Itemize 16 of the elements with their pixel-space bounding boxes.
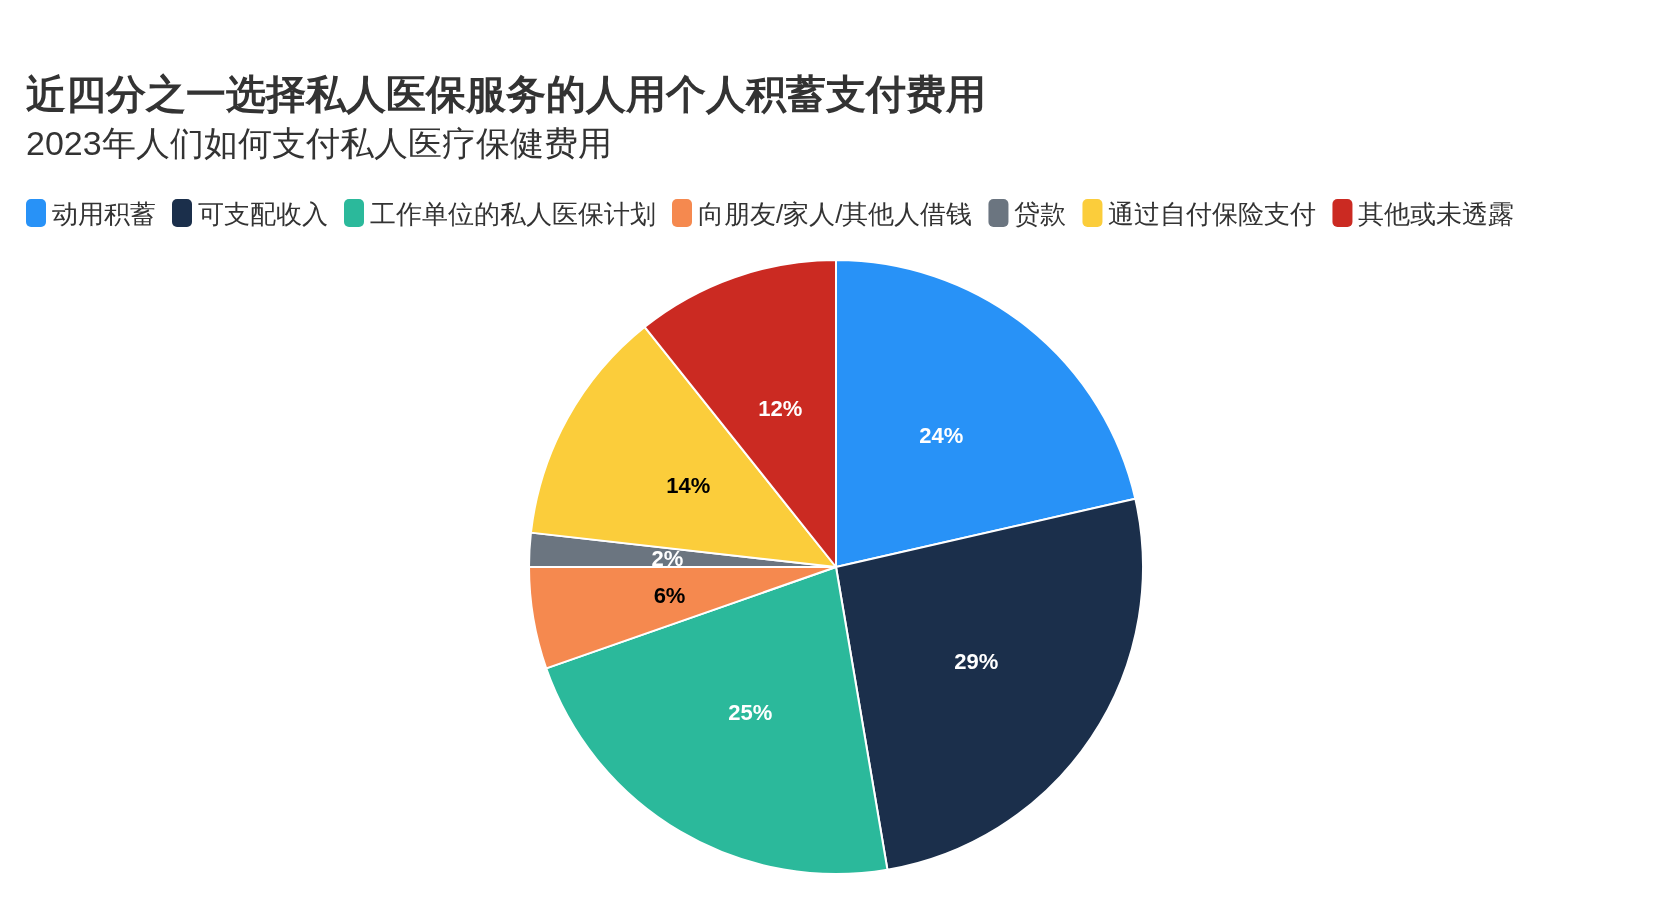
chart-subtitle: 2023年人们如何支付私人医疗保健费用 [26,124,612,162]
legend-label: 工作单位的私人医保计划 [370,199,656,229]
legend-label: 其他或未透露 [1358,199,1515,229]
chart-title: 近四分之一选择私人医保服务的人用个人积蓄支付费用 [26,72,986,116]
data-label: 25% [728,700,773,726]
data-label: 2% [651,545,684,571]
legend-label: 可支配收入 [198,199,328,229]
legend-label: 贷款 [1014,199,1067,229]
data-label: 6% [653,583,686,609]
legend-label: 动用积蓄 [52,199,156,229]
legend-label: 通过自付保险支付 [1108,199,1317,229]
data-label: 14% [666,473,711,499]
data-label: 12% [758,395,803,421]
data-label: 24% [919,422,964,448]
legend-label: 向朋友/家人/其他人借钱 [698,199,973,229]
data-label: 29% [954,648,999,674]
